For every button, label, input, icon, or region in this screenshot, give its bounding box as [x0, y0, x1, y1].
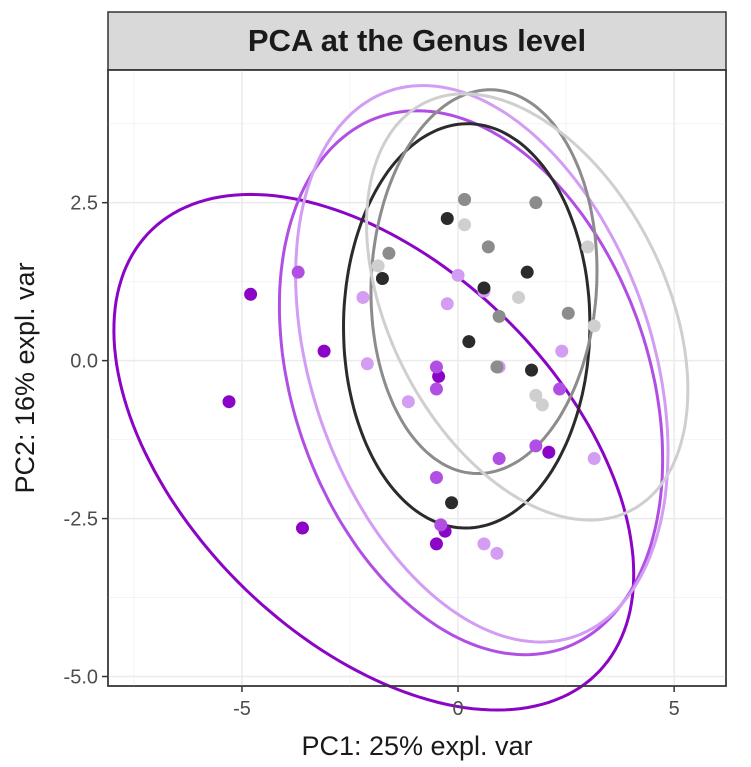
point-group-light-violet [451, 268, 465, 282]
point-group-dark-purple [244, 287, 258, 301]
point-group-violet [434, 518, 448, 532]
point-group-black [375, 271, 389, 285]
point-group-dark-purple [222, 395, 236, 409]
point-group-black [520, 265, 534, 279]
point-group-violet [429, 382, 443, 396]
point-group-light-grey [458, 218, 472, 232]
ellipse-group-black [341, 122, 592, 530]
y-tick-label: 2.5 [70, 193, 98, 215]
point-group-violet [529, 439, 543, 453]
ellipse-group-grey [369, 88, 599, 475]
point-group-light-grey [535, 398, 549, 412]
point-group-grey [490, 360, 504, 374]
point-group-black [445, 496, 459, 510]
point-group-grey [492, 309, 506, 323]
ellipse-group-light-violet [294, 83, 670, 644]
point-group-violet [492, 452, 506, 466]
point-group-grey [458, 193, 472, 207]
plot-panel-border [107, 69, 727, 687]
point-group-black [440, 211, 454, 225]
point-group-violet [291, 265, 305, 279]
point-group-light-violet [477, 537, 491, 551]
x-tick-label: -5 [233, 698, 251, 720]
point-group-light-violet [401, 395, 415, 409]
point-group-grey [382, 246, 396, 260]
point-group-light-violet [490, 546, 504, 560]
x-tick-label: 0 [452, 698, 463, 720]
point-group-dark-purple [317, 344, 331, 358]
y-axis-title: PC2: 16% expl. var [10, 262, 40, 493]
x-axis-title: PC1: 25% expl. var [301, 731, 532, 761]
point-group-violet [429, 360, 443, 374]
point-group-dark-purple [429, 537, 443, 551]
point-group-violet [429, 471, 443, 485]
x-tick-label: 5 [669, 698, 680, 720]
point-group-grey [481, 240, 495, 254]
point-group-dark-purple [295, 521, 309, 535]
point-group-light-violet [555, 344, 569, 358]
point-group-black [477, 281, 491, 295]
point-group-light-violet [356, 290, 370, 304]
plot-panel [107, 69, 727, 687]
y-tick-label: -5.0 [64, 667, 98, 689]
point-group-light-grey [512, 290, 526, 304]
ellipse-group-light-grey [365, 92, 690, 522]
point-group-dark-purple [542, 445, 556, 459]
title-strip [107, 11, 727, 71]
point-group-light-grey [587, 319, 601, 333]
point-group-grey [529, 196, 543, 210]
point-group-light-grey [529, 388, 543, 402]
point-group-light-violet [587, 452, 601, 466]
point-group-light-violet [440, 297, 454, 311]
point-group-light-grey [581, 240, 595, 254]
point-group-light-violet [360, 357, 374, 371]
point-group-light-grey [371, 259, 385, 273]
point-group-violet [553, 382, 567, 396]
ellipses [112, 83, 690, 712]
point-group-black [462, 335, 476, 349]
ellipse-group-dark-purple [112, 192, 636, 712]
point-group-black [525, 363, 539, 377]
x-axis: -5 0 5 [233, 686, 680, 720]
point-group-grey [561, 306, 575, 320]
y-axis: 2.5 0.0 -2.5 -5.0 [64, 193, 108, 689]
y-tick-label: 0.0 [70, 351, 98, 373]
chart-title: PCA at the Genus level [248, 23, 586, 58]
y-tick-label: -2.5 [64, 509, 98, 531]
data-points [222, 193, 601, 560]
